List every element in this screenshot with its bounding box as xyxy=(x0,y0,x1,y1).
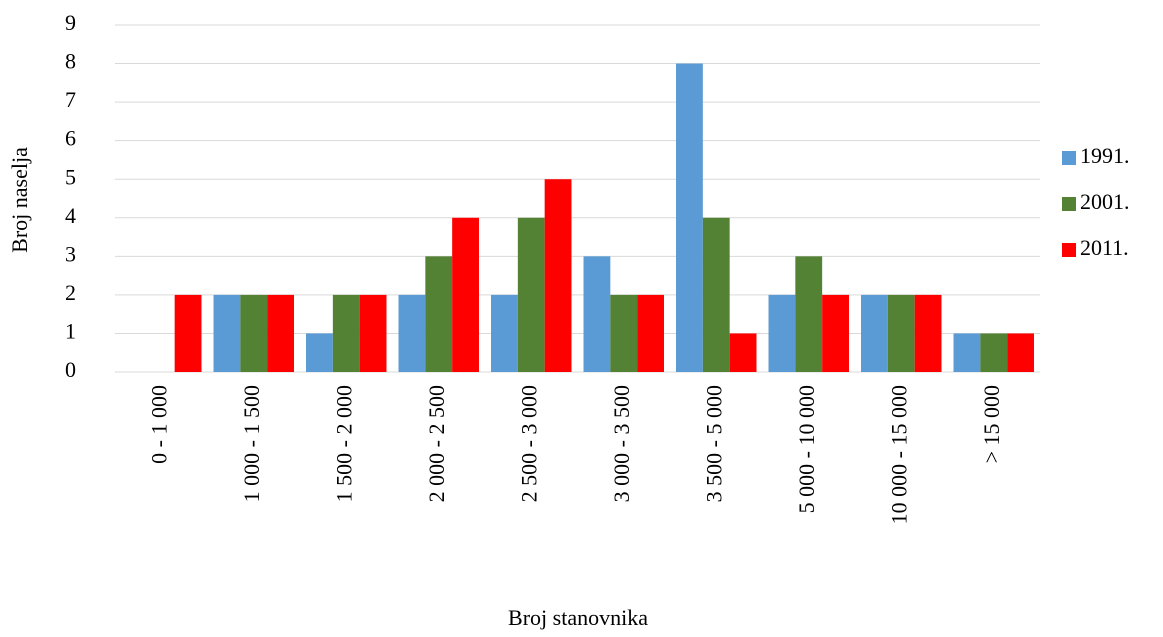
bar xyxy=(1007,333,1034,372)
x-tick-label: 5 000 - 10 000 xyxy=(794,385,819,513)
x-tick-label: 1 000 - 1 500 xyxy=(239,385,264,502)
legend-label: 1991. xyxy=(1080,143,1130,168)
y-axis-label: Broj naselja xyxy=(7,147,32,253)
bar xyxy=(332,294,360,372)
y-tick-label: 9 xyxy=(65,10,76,35)
bar xyxy=(583,256,611,372)
y-tick-label: 6 xyxy=(65,126,76,151)
bar xyxy=(398,294,426,372)
bar xyxy=(544,179,572,372)
bar xyxy=(267,294,294,372)
bar xyxy=(914,294,942,372)
y-tick-label: 1 xyxy=(65,318,76,343)
x-axis-label: Broj stanovnika xyxy=(508,605,648,630)
legend-swatch xyxy=(1062,243,1076,257)
bar xyxy=(240,294,268,372)
bar xyxy=(953,333,981,372)
y-tick-label: 5 xyxy=(65,164,76,189)
bar xyxy=(517,217,545,372)
bar xyxy=(610,294,638,372)
legend-swatch xyxy=(1062,197,1076,211)
bar xyxy=(174,294,202,372)
bar xyxy=(425,256,453,372)
x-tick-label: 2 500 - 3 000 xyxy=(516,385,541,502)
y-tick-label: 0 xyxy=(65,357,76,382)
y-tick-label: 8 xyxy=(65,49,76,74)
legend-label: 2011. xyxy=(1080,235,1129,260)
x-tick-label: 0 - 1 000 xyxy=(146,385,171,464)
bar xyxy=(491,294,518,372)
y-tick-label: 3 xyxy=(65,241,76,266)
bar xyxy=(768,294,796,372)
bar xyxy=(980,333,1008,372)
x-tick-label: 3 000 - 3 500 xyxy=(609,385,634,502)
bar xyxy=(729,333,757,372)
x-tick-label: 2 000 - 2 500 xyxy=(424,385,449,502)
x-tick-label: 10 000 - 15 000 xyxy=(886,385,911,524)
bar xyxy=(795,256,823,372)
y-tick-label: 7 xyxy=(65,87,76,112)
bar xyxy=(861,294,888,372)
bar xyxy=(306,333,333,372)
bar xyxy=(822,294,849,372)
bar xyxy=(887,294,915,372)
bar xyxy=(676,63,703,373)
legend-label: 2001. xyxy=(1080,189,1130,214)
y-tick-label: 4 xyxy=(65,203,76,228)
x-tick-label: 1 500 - 2 000 xyxy=(331,385,356,502)
x-tick-label: 3 500 - 5 000 xyxy=(701,385,726,502)
bar xyxy=(702,217,730,372)
bar xyxy=(359,294,387,372)
bar xyxy=(637,294,664,372)
bar xyxy=(213,294,241,372)
x-tick-label: > 15 000 xyxy=(979,385,1004,463)
legend-swatch xyxy=(1062,151,1076,165)
y-tick-label: 2 xyxy=(65,280,76,305)
bar xyxy=(452,217,479,372)
